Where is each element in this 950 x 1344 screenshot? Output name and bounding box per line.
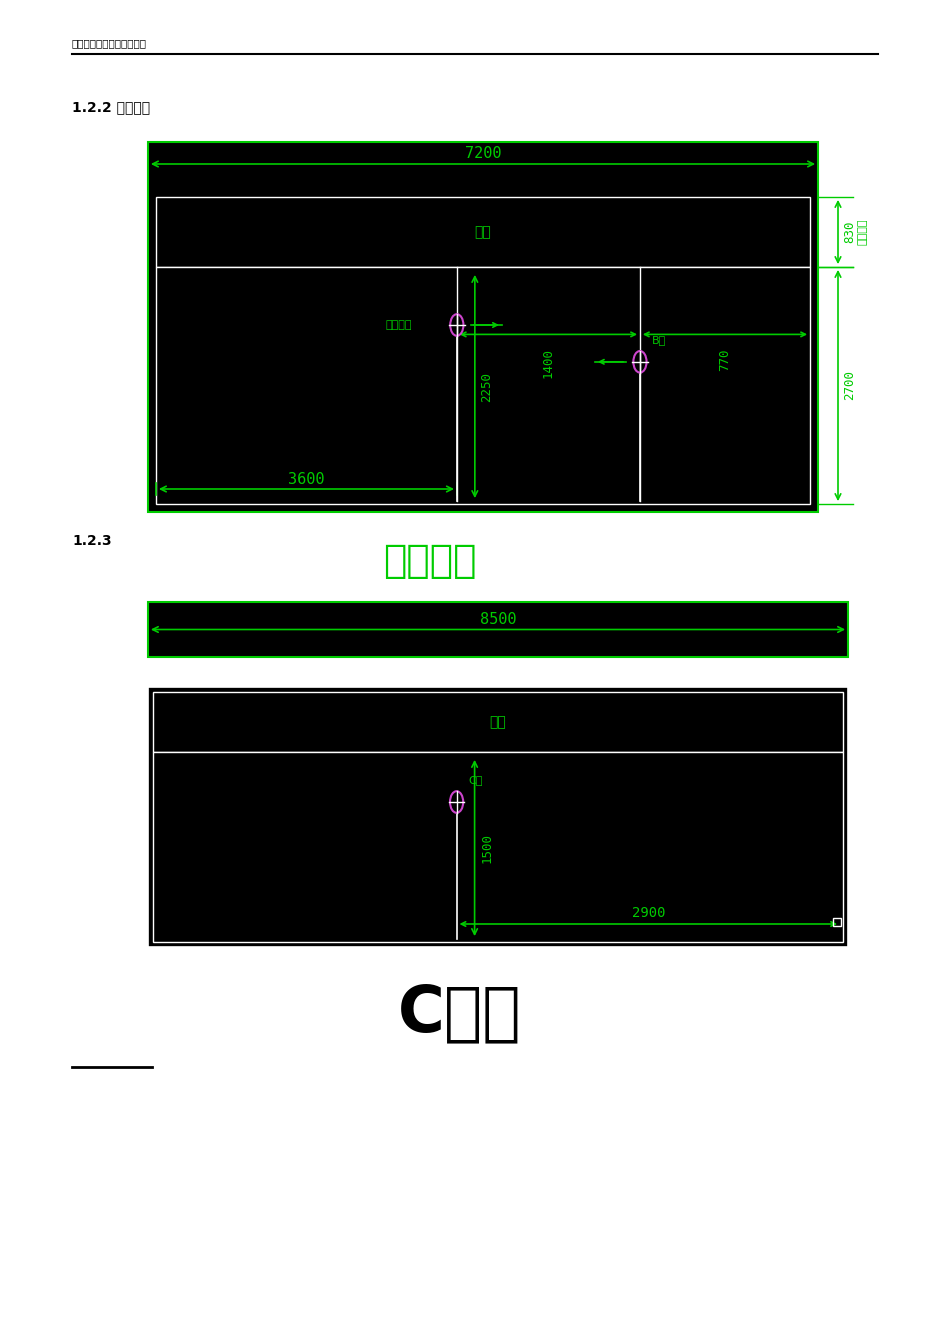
Bar xyxy=(156,198,810,267)
Text: 1.2.2 教室后墙: 1.2.2 教室后墙 xyxy=(72,99,150,114)
Bar xyxy=(148,142,818,512)
Text: 2700: 2700 xyxy=(844,371,857,401)
Text: C侧墙: C侧墙 xyxy=(398,982,522,1044)
Text: 7200: 7200 xyxy=(465,146,502,161)
Bar xyxy=(833,918,841,926)
Text: 3600: 3600 xyxy=(288,472,325,487)
Text: 1.2.3: 1.2.3 xyxy=(72,534,112,548)
Text: 吊顶高度: 吊顶高度 xyxy=(858,219,868,245)
Text: 8500: 8500 xyxy=(480,612,516,628)
Text: C球: C球 xyxy=(468,775,483,785)
Text: 教室侧墙: 教室侧墙 xyxy=(383,542,477,581)
Text: 2250: 2250 xyxy=(481,371,493,402)
Text: B球: B球 xyxy=(652,335,666,345)
Text: 吊顶: 吊顶 xyxy=(475,224,491,239)
Bar xyxy=(148,687,848,948)
Bar xyxy=(153,753,843,942)
Bar xyxy=(153,692,843,753)
Text: 830: 830 xyxy=(844,220,857,243)
Text: 1400: 1400 xyxy=(542,348,555,379)
Text: 770: 770 xyxy=(718,348,732,371)
Bar xyxy=(148,602,848,657)
Text: 吊顶: 吊顶 xyxy=(489,715,506,728)
Bar xyxy=(156,267,810,504)
Text: 1500: 1500 xyxy=(480,833,493,863)
Text: 2900: 2900 xyxy=(632,906,665,921)
Text: 教师球机: 教师球机 xyxy=(386,320,412,331)
Text: 河北医科大学录播实施方案: 河北医科大学录播实施方案 xyxy=(72,38,147,48)
